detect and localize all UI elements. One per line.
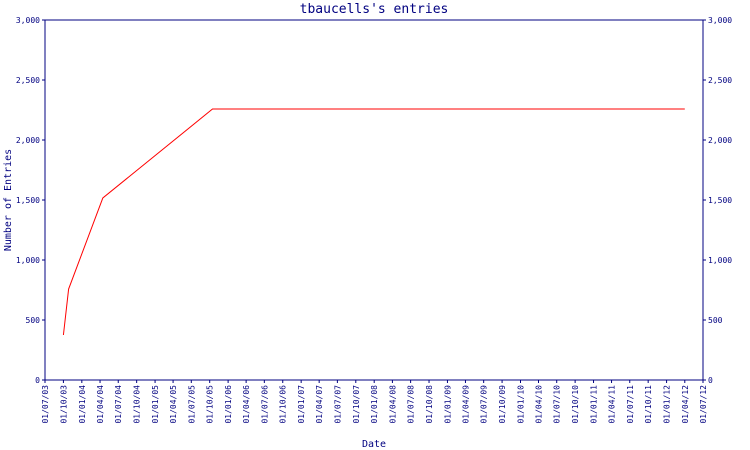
chart-title: tbaucells's entries [300,2,449,17]
x-tick-label: 01/01/05 [151,385,160,424]
x-tick-label: 01/07/07 [333,385,342,424]
y-axis-label: Number of Entries [3,149,14,251]
x-tick-label: 01/04/11 [608,385,617,424]
x-tick-label: 01/04/04 [96,385,105,424]
x-tick-label: 01/10/06 [279,385,288,424]
x-tick-label: 01/01/11 [590,385,599,424]
x-tick-label: 01/10/04 [133,385,142,424]
x-tick-label: 01/07/09 [480,385,489,424]
x-tick-label: 01/01/04 [78,385,87,424]
x-tick-label: 01/07/03 [41,385,50,424]
x-tick-label: 01/04/06 [242,385,251,424]
y-tick-label: 1,000 [16,256,40,265]
data-line [62,108,685,336]
y2-tick-label: 2,500 [708,76,732,85]
x-tick-label: 01/10/05 [206,385,215,424]
x-tick-label: 01/01/06 [224,385,233,424]
y-tick-label: 500 [26,316,41,325]
x-tick-label: 01/10/03 [59,385,68,424]
x-tick-label: 01/10/08 [425,385,434,424]
x-tick-label: 01/10/10 [571,385,580,424]
y-tick-label: 0 [35,376,40,385]
y-tick-label: 3,000 [16,16,40,25]
x-tick-label: 01/01/09 [443,385,452,424]
x-tick-label: 01/04/08 [388,385,397,424]
x-tick-label: 01/01/07 [297,385,306,424]
x-tick-label: 01/01/08 [370,385,379,424]
x-tick-label: 01/01/12 [663,385,672,424]
y-tick-label: 2,500 [16,76,40,85]
x-tick-label: 01/04/05 [169,385,178,424]
x-tick-label: 01/04/07 [315,385,324,424]
y2-tick-label: 2,000 [708,136,732,145]
x-tick-label: 01/07/04 [114,385,123,424]
y-tick-label: 1,500 [16,196,40,205]
x-tick-label: 01/07/08 [407,385,416,424]
y2-tick-label: 500 [708,316,723,325]
x-tick-label: 01/10/07 [352,385,361,424]
x-tick-label: 01/07/12 [699,385,708,424]
x-tick-label: 01/07/06 [260,385,269,424]
x-tick-label: 01/10/09 [498,385,507,424]
y2-tick-label: 3,000 [708,16,732,25]
x-tick-label: 01/10/11 [644,385,653,424]
y2-tick-label: 1,000 [708,256,732,265]
x-tick-label: 01/04/12 [681,385,690,424]
x-tick-label: 01/04/09 [461,385,470,424]
x-axis-label: Date [362,439,386,450]
plot-frame [44,19,704,381]
x-tick-label: 01/01/10 [516,385,525,424]
x-tick-label: 01/07/10 [553,385,562,424]
x-tick-label: 01/07/05 [187,385,196,424]
x-tick-label: 01/07/11 [626,385,635,424]
y2-tick-label: 1,500 [708,196,732,205]
x-tick-label: 01/04/10 [535,385,544,424]
y2-tick-label: 0 [708,376,713,385]
y-tick-label: 2,000 [16,136,40,145]
